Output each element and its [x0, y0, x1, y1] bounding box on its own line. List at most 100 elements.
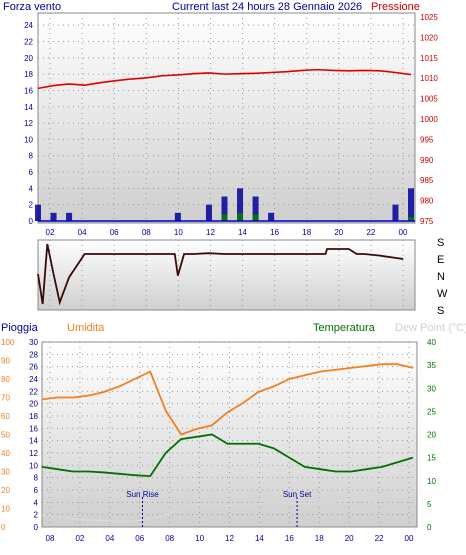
wind-bar: [50, 212, 57, 221]
rain-tick-label: 30: [1, 468, 10, 477]
humidity-tick-label: 20: [29, 400, 38, 409]
humidity-axis-label: Umidita: [67, 322, 105, 334]
humidity-tick-label: 6: [34, 486, 39, 495]
wind-pressure-series: [35, 68, 414, 221]
wind-bar: [174, 212, 181, 221]
temperature-tick-label: 10: [427, 477, 436, 486]
wind-tick-label: 0: [29, 217, 34, 226]
time-tick-label: 16: [285, 534, 294, 543]
wind-bar: [268, 212, 275, 221]
temperature-tick-label: 40: [427, 338, 436, 347]
rain-tick-label: 50: [1, 431, 10, 440]
rain-tick-label: 60: [1, 412, 10, 421]
wind-tick-label: 20: [24, 54, 33, 63]
pressure-tick-label: 1000: [420, 115, 438, 124]
wind-tick-label: 16: [24, 86, 33, 95]
pressure-tick-label: 980: [420, 197, 434, 206]
humidity-tick-label: 18: [29, 412, 38, 421]
chart-title: Current last 24 hours 28 Gennaio 2026: [172, 1, 362, 13]
humidity-tick-label: 24: [29, 375, 38, 384]
rain-tick-label: 20: [1, 486, 10, 495]
wind-bar: [35, 204, 41, 221]
series-line: [41, 363, 414, 436]
direction-series: [37, 243, 404, 306]
humidity-tick-label: 30: [29, 338, 38, 347]
temperature-tick-label: 0: [427, 523, 432, 532]
dewpoint-axis-label: Dew Point (°C): [395, 322, 466, 334]
humidity-tick-label: 14: [29, 437, 38, 446]
rain-tick-label: 100: [1, 338, 15, 347]
time-tick-label: 02: [46, 228, 55, 237]
time-tick-label: 22: [366, 228, 375, 237]
sun-label: Sun Rise: [126, 490, 159, 499]
time-tick-label: 10: [195, 534, 204, 543]
humidity-tick-label: 8: [34, 474, 39, 483]
time-tick-label: 18: [302, 228, 311, 237]
temperature-tick-label: 15: [427, 454, 436, 463]
temperature-humidity-time-ticks: 08 02 04 06 08 10 12 14 16 18 20 22 00: [46, 534, 414, 543]
wind-tick-label: 12: [24, 119, 33, 128]
time-tick-label: 02: [75, 534, 84, 543]
time-tick-label: 10: [174, 228, 183, 237]
temperature-humidity-grid: [42, 341, 417, 528]
pressure-tick-label: 1020: [420, 33, 438, 42]
time-tick-label: 00: [405, 534, 414, 543]
humidity-tick-label: 10: [29, 461, 38, 470]
wind-bar: [221, 214, 228, 221]
wind-tick-label: 6: [29, 168, 34, 177]
wind-bar: [205, 204, 212, 221]
temperature-tick-label: 20: [427, 431, 436, 440]
wind-bar: [408, 188, 414, 221]
pressure-tick-label: 1025: [420, 13, 438, 22]
wind-tick-label: 2: [29, 201, 34, 210]
rain-axis-label: Pioggia: [1, 322, 39, 334]
time-tick-label: 18: [315, 534, 324, 543]
wind-tick-label: 4: [29, 184, 34, 193]
time-tick-label: 22: [375, 534, 384, 543]
wind-tick-label: 22: [24, 37, 33, 46]
time-tick-label: 12: [225, 534, 234, 543]
wind-axis-label: Forza vento: [3, 1, 61, 13]
sun-annotations: Sun Rise Sun Set: [126, 490, 312, 527]
wind-bar: [252, 214, 259, 221]
compass-label: W: [437, 288, 448, 300]
pressure-tick-label: 1015: [420, 54, 438, 63]
humidity-tick-label: 4: [34, 498, 39, 507]
time-tick-label: 14: [238, 228, 247, 237]
sun-label: Sun Set: [283, 490, 312, 499]
compass-label: S: [437, 305, 444, 317]
humidity-tick-label: 12: [29, 449, 38, 458]
wind-pressure-plot-area: [37, 12, 416, 224]
direction-plot-area: [37, 239, 416, 311]
time-tick-label: 06: [135, 534, 144, 543]
humidity-tick-label: 0: [34, 523, 39, 532]
rain-tick-label: 0: [1, 523, 6, 532]
pressure-tick-label: 995: [420, 135, 434, 144]
time-tick-label: 16: [270, 228, 279, 237]
direction-line: [37, 243, 404, 306]
humidity-tick-label: 26: [29, 363, 38, 372]
time-tick-label: 08: [165, 534, 174, 543]
pressure-line: [37, 68, 412, 90]
pressure-axis-ticks: 975 980 985 990 995 1000 1005 1010 1015 1020 1025: [420, 13, 438, 226]
temperature-axis-label: Temperatura: [313, 322, 376, 334]
wind-bar: [221, 196, 228, 221]
time-tick-label: 04: [78, 228, 87, 237]
wind-bar: [237, 212, 244, 221]
time-tick-label: 12: [206, 228, 215, 237]
time-tick-label: 20: [345, 534, 354, 543]
wind-pressure-time-ticks: 02 04 06 08 10 12 14 16 18 20 22 00: [46, 228, 408, 237]
wind-tick-label: 14: [24, 103, 33, 112]
time-tick-label: 00: [399, 228, 408, 237]
rain-tick-label: 10: [1, 505, 10, 514]
time-tick-label: 04: [105, 534, 114, 543]
temperature-tick-label: 5: [427, 500, 432, 509]
temperature-humidity-axis-ticks: 0102030405060708090100024681012141618202…: [1, 338, 436, 532]
temperature-humidity-series: [41, 363, 414, 523]
wind-tick-label: 10: [24, 135, 33, 144]
rain-tick-label: 80: [1, 375, 10, 384]
compass-label: S: [437, 237, 444, 249]
